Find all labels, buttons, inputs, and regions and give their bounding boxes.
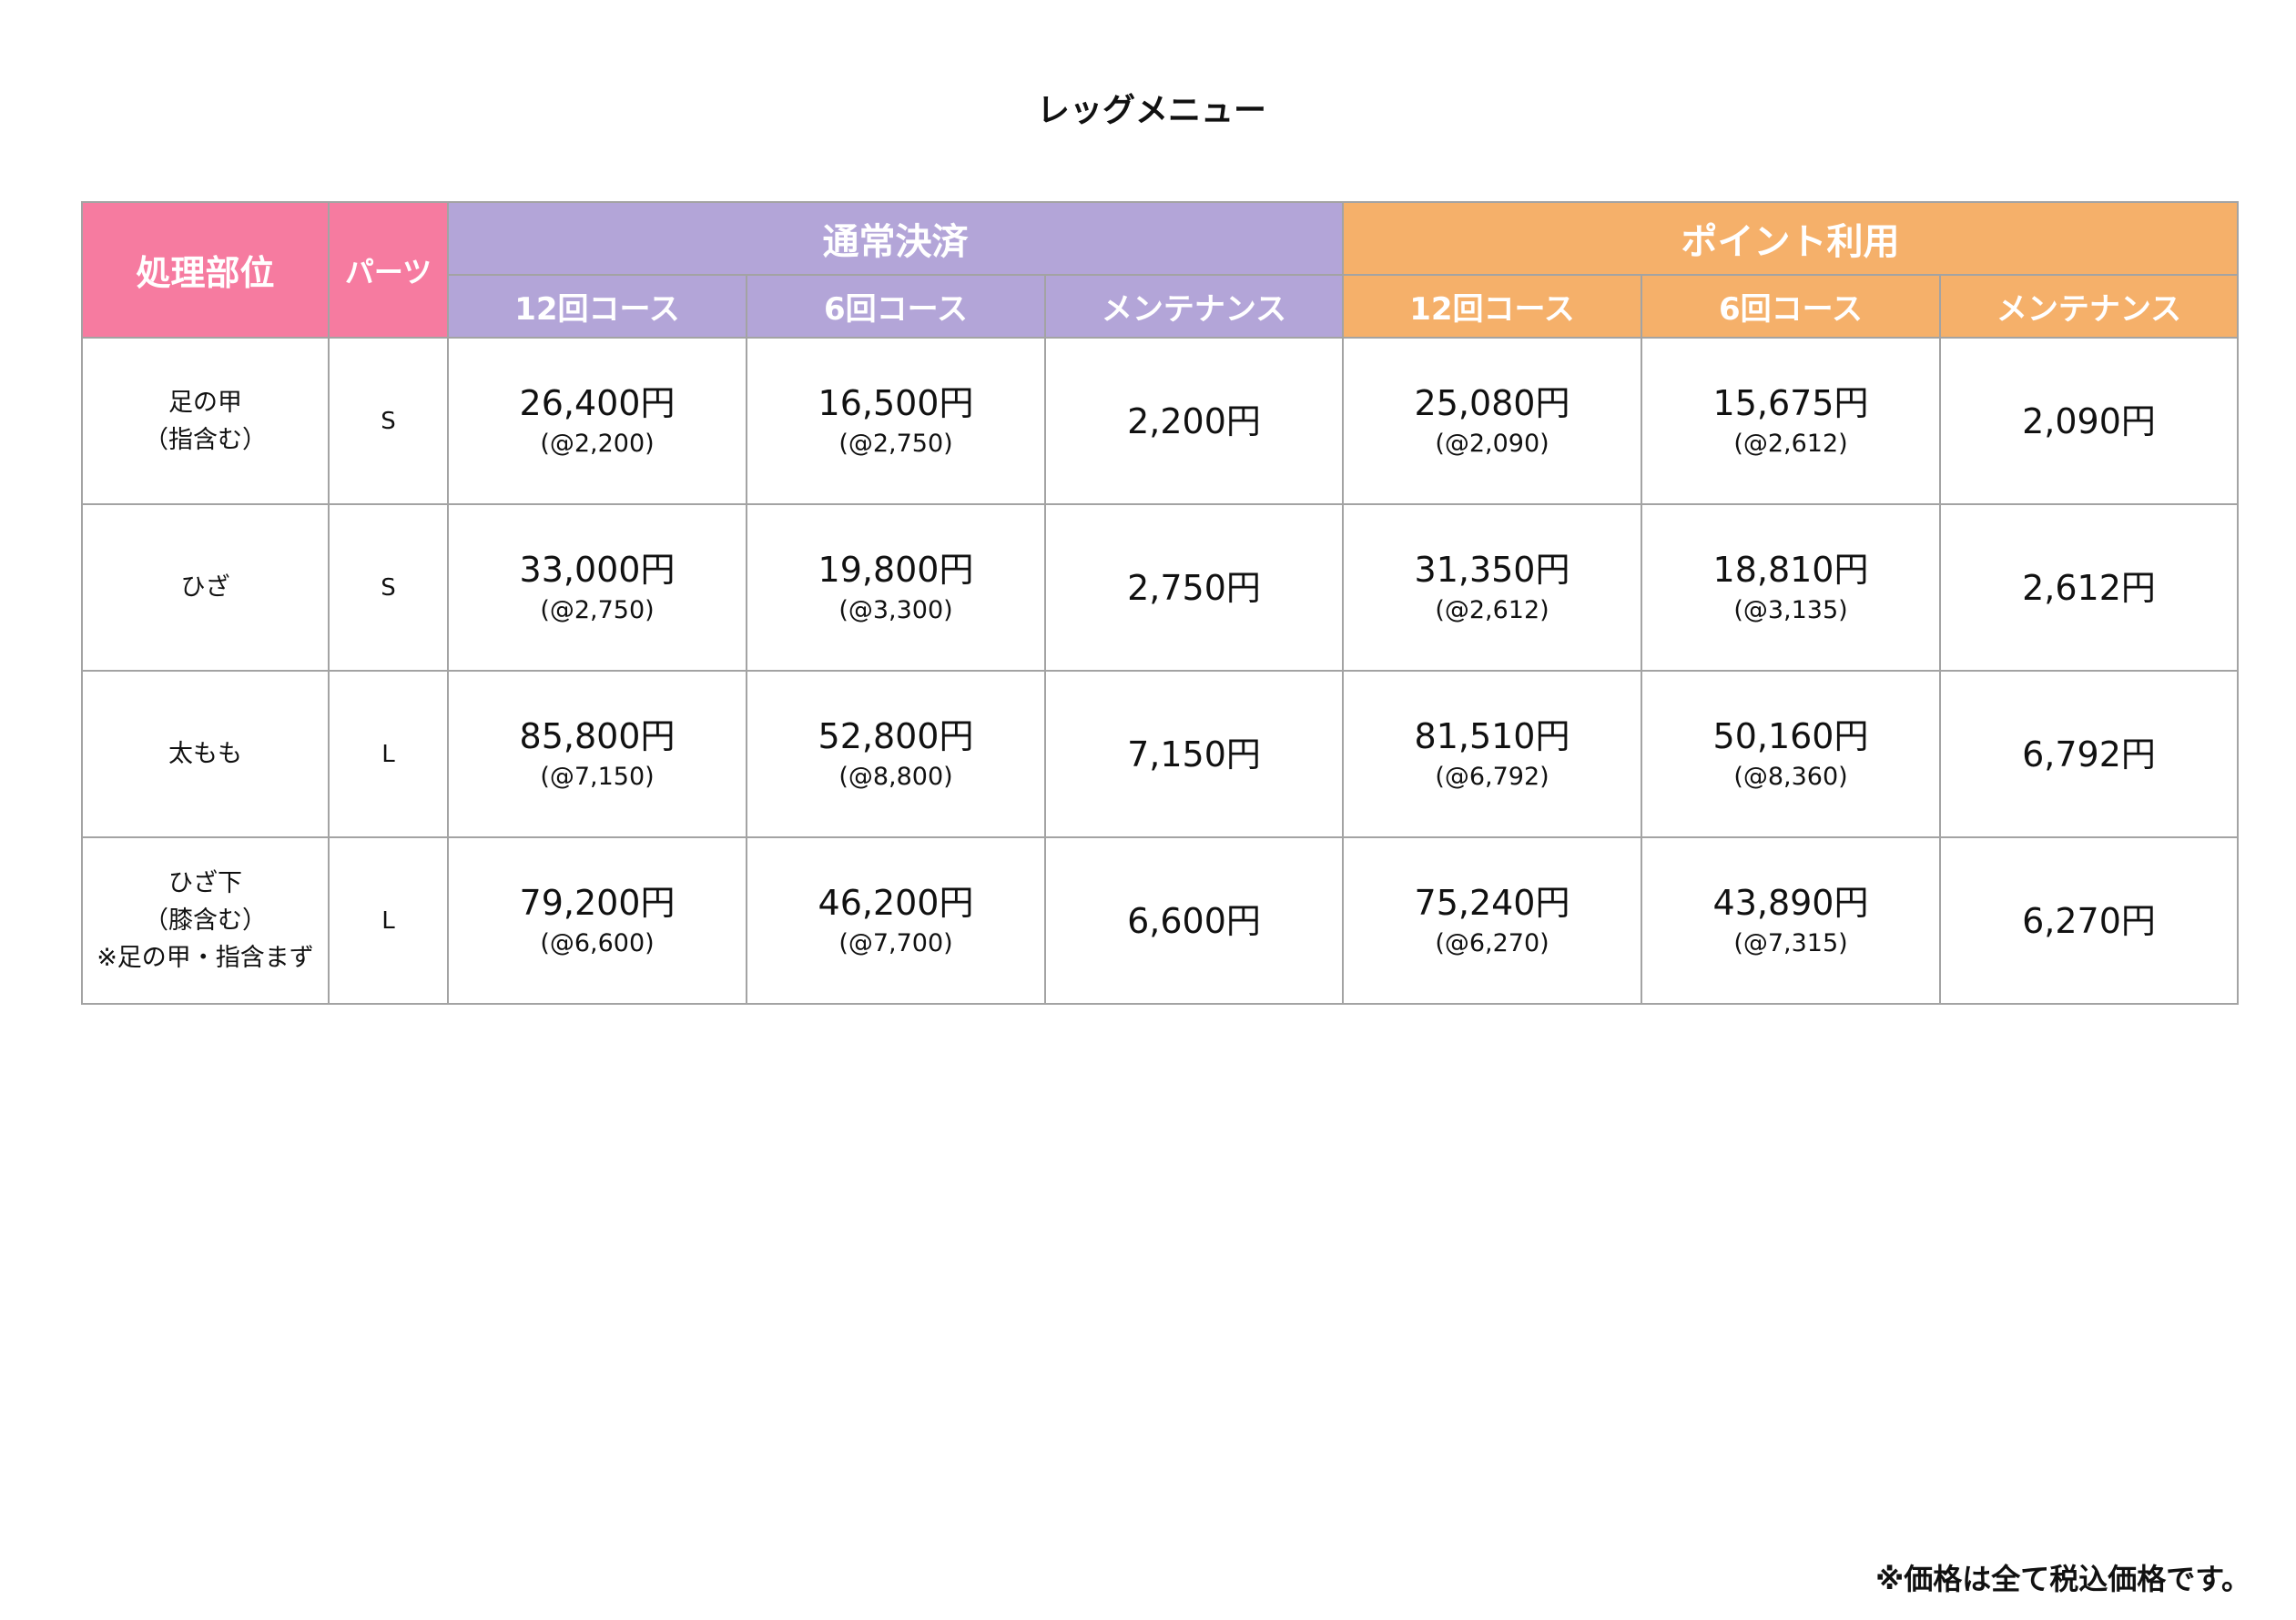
header-group-points: ポイント利用 bbox=[1341, 201, 2240, 276]
price-cell: 46,200円 (@7,700) bbox=[746, 836, 1046, 1005]
price: 79,200円 bbox=[519, 882, 676, 923]
price-cell: 16,500円 (@2,750) bbox=[746, 337, 1046, 505]
price: 50,160円 bbox=[1712, 715, 1869, 756]
header-area: 処理部位 bbox=[81, 201, 330, 339]
unit-price: (@2,750) bbox=[540, 595, 655, 624]
table-row: ひざ下 （膝含む） ※足の甲・指含まず L 79,200円 (@6,600) 46,200円… bbox=[81, 836, 2240, 1005]
price-cell: 2,090円 bbox=[1938, 337, 2240, 505]
price-cell: 81,510円 (@6,792) bbox=[1342, 670, 1642, 838]
price-cell: 85,800円 (@7,150) bbox=[447, 670, 747, 838]
unit-price: (@3,300) bbox=[838, 595, 953, 624]
price-cell: 15,675円 (@2,612) bbox=[1641, 337, 1941, 505]
header-group-normal: 通常決済 bbox=[447, 201, 1344, 276]
unit-price: (@7,700) bbox=[838, 928, 953, 957]
price-cell: 26,400円 (@2,200) bbox=[447, 337, 747, 505]
unit-price: (@2,750) bbox=[838, 429, 953, 458]
price: 81,510円 bbox=[1414, 715, 1570, 756]
price-cell: 50,160円 (@8,360) bbox=[1641, 670, 1941, 838]
price: 46,200円 bbox=[818, 882, 974, 923]
price: 6,600円 bbox=[1127, 900, 1261, 941]
price: 25,080円 bbox=[1414, 382, 1570, 423]
subheader-3: 12回コース bbox=[1342, 274, 1642, 339]
size-cell: S bbox=[328, 337, 449, 505]
price-cell: 31,350円 (@2,612) bbox=[1342, 503, 1642, 672]
price-cell: 75,240円 (@6,270) bbox=[1342, 836, 1642, 1005]
unit-price: (@6,600) bbox=[540, 928, 655, 957]
unit-price: (@7,315) bbox=[1733, 928, 1848, 957]
price: 2,750円 bbox=[1127, 567, 1261, 608]
size-cell: L bbox=[328, 670, 449, 838]
price: 16,500円 bbox=[818, 382, 974, 423]
price: 85,800円 bbox=[519, 715, 676, 756]
price-cell: 7,150円 bbox=[1044, 670, 1344, 838]
table-row: 足の甲 （指含む） S 26,400円 (@2,200) 16,500円 (@2,750) 2… bbox=[81, 337, 2240, 505]
subheader-5: メンテナンス bbox=[1938, 274, 2240, 339]
price-table: 処理部位 パーツ 通常決済 ポイント利用 12回コース 6回コース メンテナンス 12… bbox=[81, 201, 2240, 1005]
table-row: ひざ S 33,000円 (@2,750) 19,800円 (@3,300) 2,750円 3… bbox=[81, 503, 2240, 672]
area-cell: 太もも bbox=[81, 670, 330, 838]
page-title: レッグメニュー bbox=[1036, 92, 1266, 129]
unit-price: (@7,150) bbox=[540, 762, 655, 791]
unit-price: (@6,792) bbox=[1435, 762, 1549, 791]
header-parts: パーツ bbox=[328, 201, 449, 339]
price: 43,890円 bbox=[1712, 882, 1869, 923]
price-cell: 2,200円 bbox=[1044, 337, 1344, 505]
size-cell: S bbox=[328, 503, 449, 672]
price-cell: 19,800円 (@3,300) bbox=[746, 503, 1046, 672]
price-cell: 33,000円 (@2,750) bbox=[447, 503, 747, 672]
price: 2,612円 bbox=[2022, 567, 2156, 608]
price-cell: 2,612円 bbox=[1938, 503, 2240, 672]
unit-price: (@8,360) bbox=[1733, 762, 1848, 791]
area-line: ひざ下 bbox=[168, 869, 242, 897]
table-row: 太もも L 85,800円 (@7,150) 52,800円 (@8,800) 7,150円… bbox=[81, 670, 2240, 838]
price: 18,810円 bbox=[1712, 549, 1869, 590]
price-cell: 79,200円 (@6,600) bbox=[447, 836, 747, 1005]
area-line: 足の甲 bbox=[168, 388, 242, 417]
unit-price: (@2,200) bbox=[540, 429, 655, 458]
price: 2,200円 bbox=[1127, 400, 1261, 441]
area-cell: 足の甲 （指含む） bbox=[81, 337, 330, 505]
price: 31,350円 bbox=[1414, 549, 1570, 590]
subheader-0: 12回コース bbox=[447, 274, 747, 339]
price-cell: 52,800円 (@8,800) bbox=[746, 670, 1046, 838]
unit-price: (@8,800) bbox=[838, 762, 953, 791]
price: 6,270円 bbox=[2022, 900, 2156, 941]
price-cell: 43,890円 (@7,315) bbox=[1641, 836, 1941, 1005]
subheader-1: 6回コース bbox=[746, 274, 1046, 339]
area-cell: ひざ下 （膝含む） ※足の甲・指含まず bbox=[81, 836, 330, 1005]
subheader-4: 6回コース bbox=[1641, 274, 1941, 339]
price-cell: 6,600円 bbox=[1044, 836, 1344, 1005]
price: 7,150円 bbox=[1127, 734, 1261, 775]
price: 33,000円 bbox=[519, 549, 676, 590]
price: 75,240円 bbox=[1414, 882, 1570, 923]
area-line: ひざ bbox=[180, 573, 230, 602]
price: 2,090円 bbox=[2022, 400, 2156, 441]
price-cell: 6,792円 bbox=[1938, 670, 2240, 838]
area-line: （指含む） bbox=[144, 425, 267, 454]
price: 6,792円 bbox=[2022, 734, 2156, 775]
unit-price: (@6,270) bbox=[1435, 928, 1549, 957]
area-line: 太もも bbox=[168, 740, 242, 768]
price: 19,800円 bbox=[818, 549, 974, 590]
price-cell: 2,750円 bbox=[1044, 503, 1344, 672]
unit-price: (@2,612) bbox=[1435, 595, 1549, 624]
unit-price: (@2,612) bbox=[1733, 429, 1848, 458]
price: 52,800円 bbox=[818, 715, 974, 756]
area-line: （膝含む） bbox=[144, 906, 267, 935]
subheader-2: メンテナンス bbox=[1044, 274, 1344, 339]
area-cell: ひざ bbox=[81, 503, 330, 672]
unit-price: (@2,090) bbox=[1435, 429, 1549, 458]
price-cell: 18,810円 (@3,135) bbox=[1641, 503, 1941, 672]
size-cell: L bbox=[328, 836, 449, 1005]
price: 26,400円 bbox=[519, 382, 676, 423]
price: 15,675円 bbox=[1712, 382, 1869, 423]
price-cell: 25,080円 (@2,090) bbox=[1342, 337, 1642, 505]
area-line: ※足の甲・指含まず bbox=[97, 944, 314, 972]
price-cell: 6,270円 bbox=[1938, 836, 2240, 1005]
unit-price: (@3,135) bbox=[1733, 595, 1848, 624]
footnote: ※価格は全て税込価格です。 bbox=[1875, 1562, 2250, 1596]
